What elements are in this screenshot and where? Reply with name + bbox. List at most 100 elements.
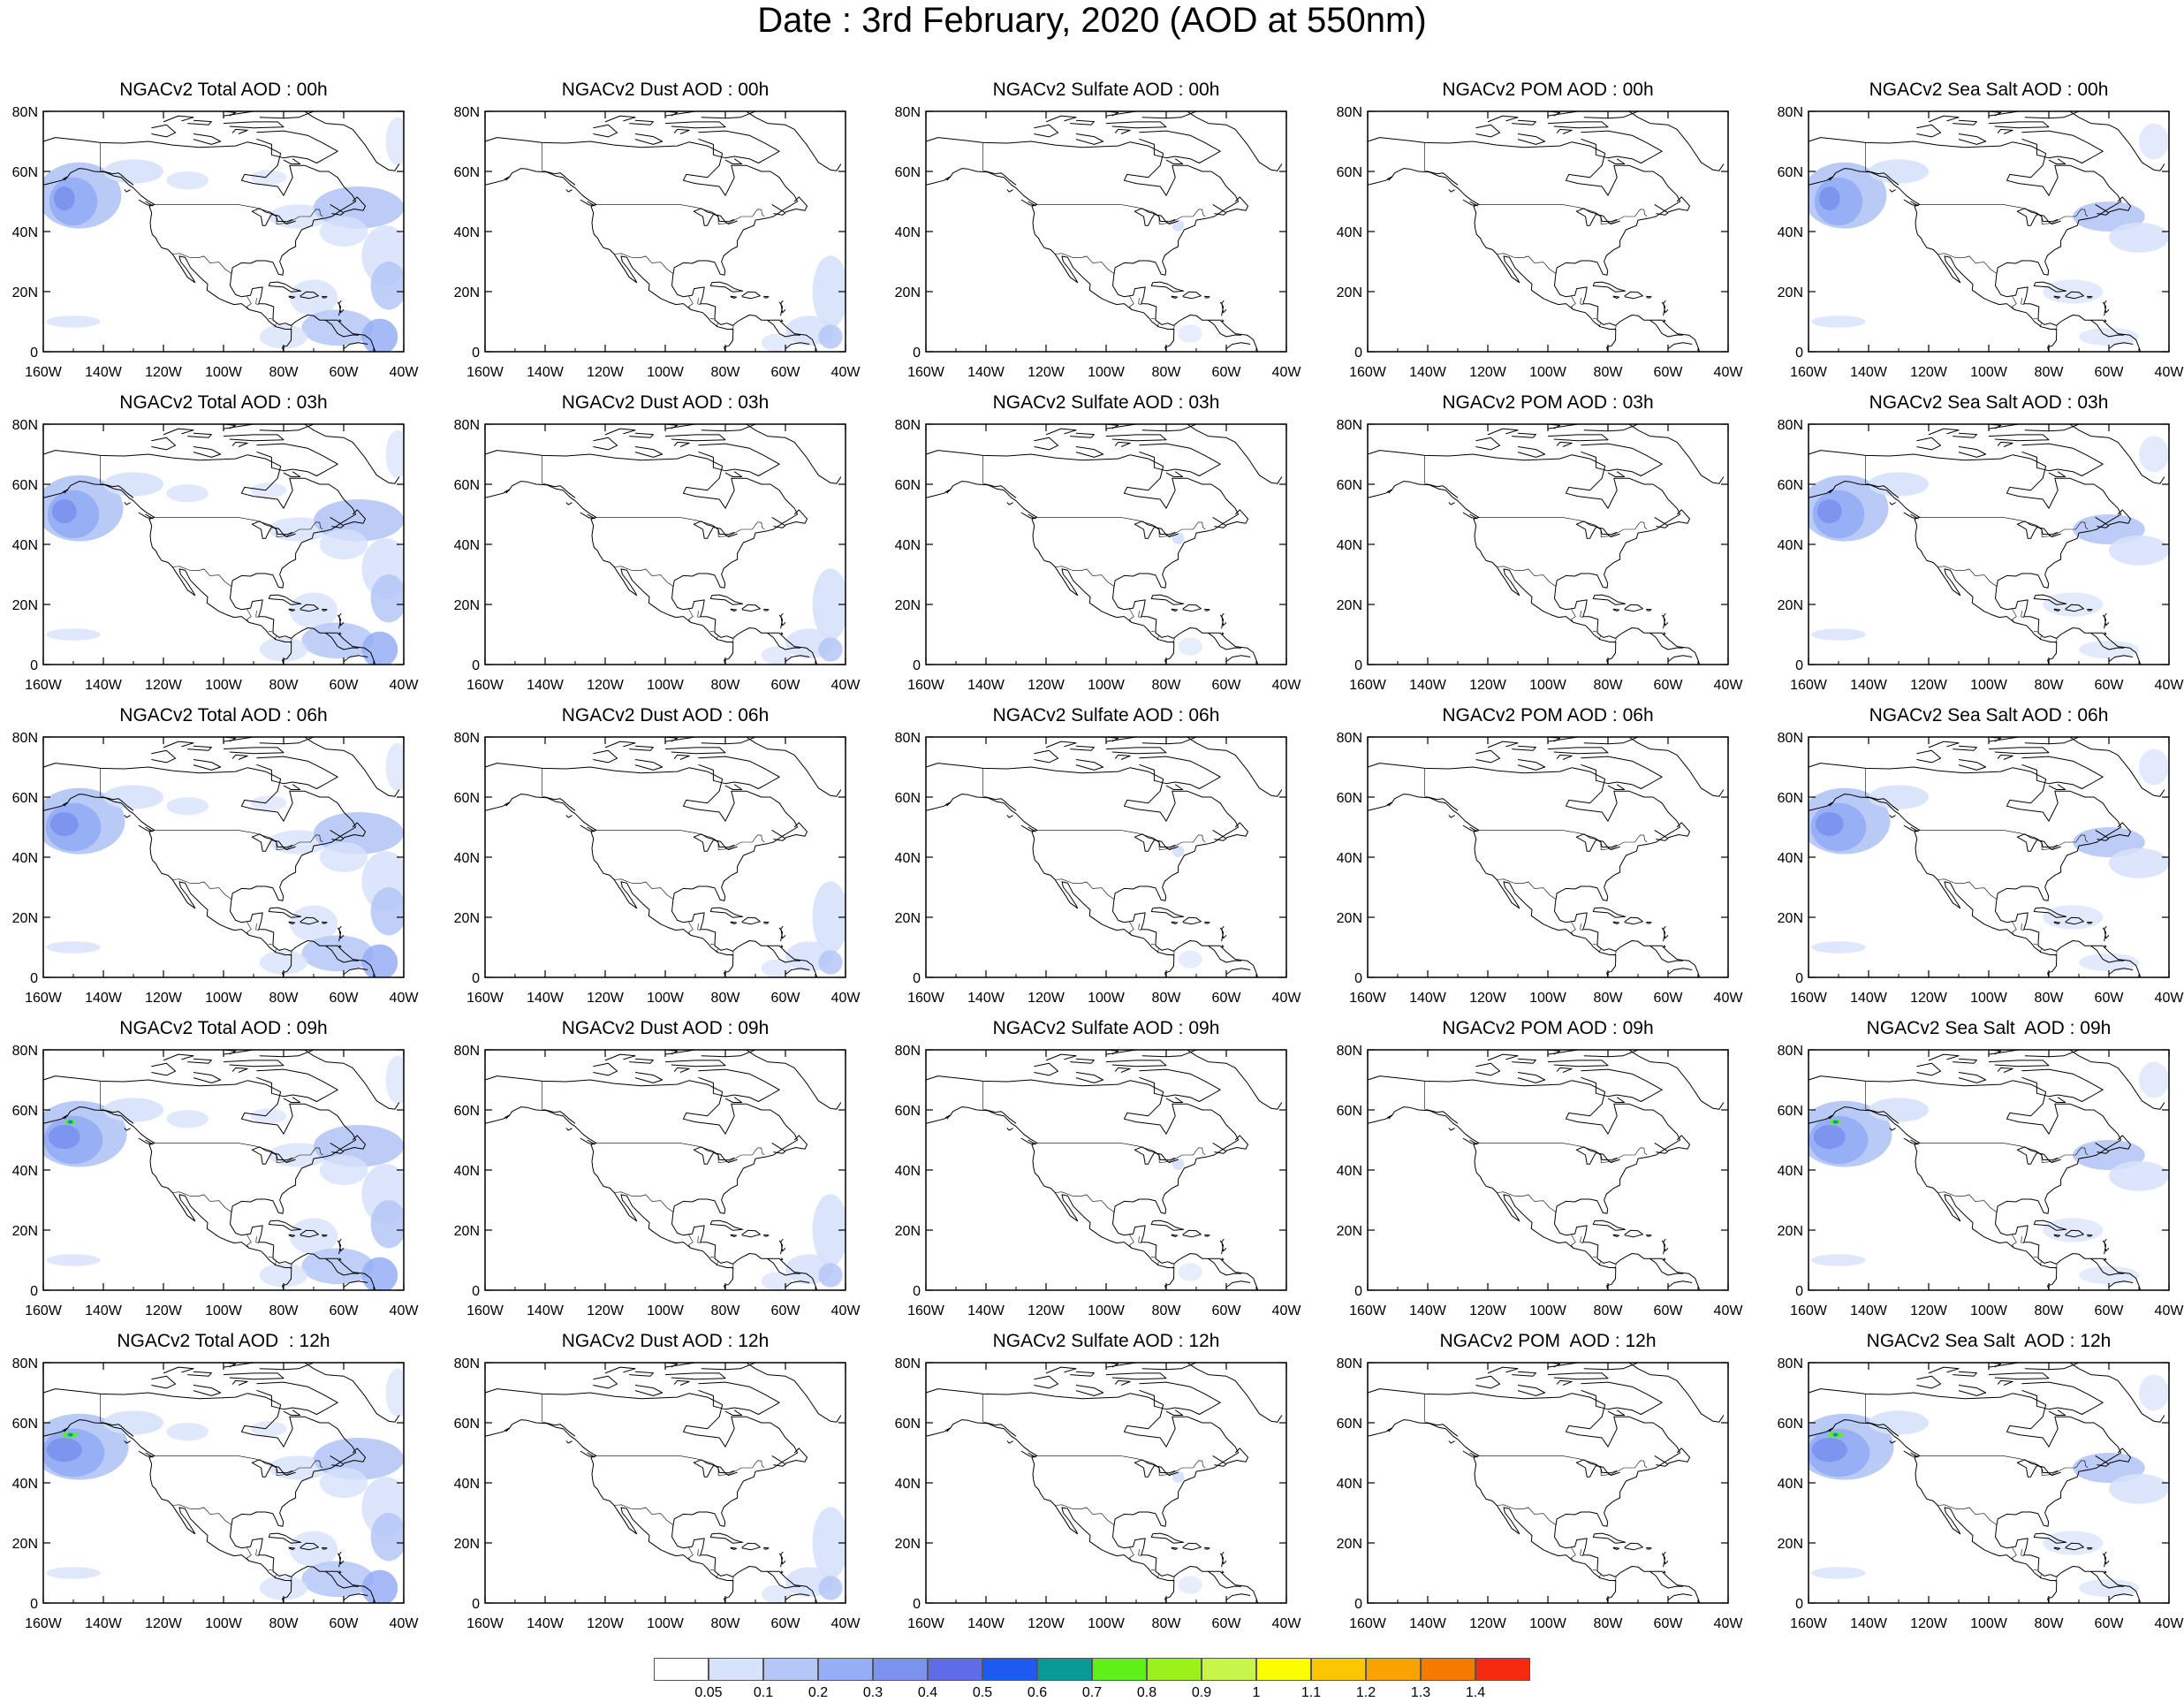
y-tick-label: 60N bbox=[454, 165, 480, 180]
coastline bbox=[343, 655, 368, 663]
aod-plume bbox=[2109, 1160, 2169, 1191]
coastline bbox=[1997, 754, 2013, 760]
x-tick-label: 80W bbox=[1594, 1303, 1624, 1318]
political-border bbox=[1580, 923, 1584, 931]
map-plot: 160W 140W 120W 100W 80W 60W 40W 80N 60N 40N 20N 0 bbox=[1337, 418, 1744, 693]
political-border bbox=[2039, 1261, 2042, 1266]
coastline bbox=[2087, 1546, 2093, 1550]
map-plot: 160W 140W 120W 100W 80W 60W 40W 80N 60N 40N 20N 0 bbox=[1778, 105, 2184, 380]
political-border bbox=[1496, 566, 1557, 588]
coastline bbox=[1475, 749, 1501, 764]
coastline bbox=[288, 295, 296, 299]
political-border bbox=[1054, 1504, 1115, 1526]
coastline bbox=[1889, 502, 1896, 505]
y-tick-label: 60N bbox=[895, 1417, 921, 1432]
coastline bbox=[1182, 1229, 1202, 1238]
coastline bbox=[124, 815, 131, 818]
y-tick-label: 80N bbox=[1337, 1044, 1362, 1059]
x-tick-label: 120W bbox=[1469, 1616, 1507, 1631]
x-tick-label: 120W bbox=[1910, 365, 1948, 380]
x-tick-label: 160W bbox=[907, 678, 945, 693]
panel-title: NGACv2 Dust AOD : 06h bbox=[561, 705, 770, 726]
coastline bbox=[43, 1388, 376, 1603]
coastline bbox=[771, 1142, 786, 1154]
aod-plume bbox=[361, 318, 398, 352]
coastline bbox=[1208, 319, 1242, 338]
map-panel: NGACv2 Sea Salt AOD : 03h 160W 140W 120W 100… bbox=[1765, 392, 2184, 702]
map-plot: 160W 140W 120W 100W 80W 60W 40W 80N 60N 40N 20N 0 bbox=[454, 1356, 861, 1631]
coastline bbox=[698, 443, 780, 476]
coastline bbox=[604, 115, 636, 123]
coastline bbox=[1649, 632, 1684, 650]
political-border bbox=[613, 253, 674, 275]
x-tick-label: 160W bbox=[25, 678, 63, 693]
map-panel: NGACv2 Sulfate AOD : 09h 160W 140W 120W 100W… bbox=[883, 1018, 1324, 1327]
coastline bbox=[1556, 754, 1573, 760]
coastline bbox=[724, 1409, 743, 1416]
coastline bbox=[322, 608, 328, 612]
coastline bbox=[1171, 608, 1179, 612]
political-border bbox=[1598, 1574, 1601, 1579]
colorbar-swatch bbox=[1366, 1658, 1421, 1681]
colorbar: 0.05 0.1 0.2 0.3 0.4 0.5 0.6 0.7 0.8 0.9 1 1.1 1.2 1.… bbox=[654, 1658, 1530, 1702]
x-tick-label: 140W bbox=[85, 1616, 123, 1631]
x-tick-label: 40W bbox=[2155, 991, 2184, 1006]
coastline bbox=[1165, 1409, 1184, 1416]
x-tick-label: 140W bbox=[1850, 1616, 1888, 1631]
coastline bbox=[1225, 1447, 1248, 1464]
coastline bbox=[1070, 745, 1095, 751]
coastline bbox=[673, 441, 690, 447]
aod-plume bbox=[48, 1125, 80, 1150]
coastline bbox=[1045, 428, 1077, 436]
political-border bbox=[1156, 1261, 1159, 1266]
political-border bbox=[1937, 878, 1998, 900]
coastline bbox=[724, 1097, 743, 1103]
x-tick-label: 120W bbox=[1028, 1303, 1065, 1318]
coastline bbox=[2103, 319, 2107, 323]
political-border bbox=[100, 1081, 113, 1113]
coastline bbox=[1809, 1106, 2058, 1290]
coastline bbox=[1386, 489, 1392, 494]
y-tick-label: 20N bbox=[12, 285, 38, 300]
map-plot: 160W 140W 120W 100W 80W 60W 40W 80N 60N 40N 20N 0 bbox=[895, 1044, 1302, 1318]
aod-plume bbox=[370, 1513, 404, 1561]
aod-plume bbox=[1178, 1576, 1202, 1594]
political-border bbox=[2021, 611, 2025, 618]
map-panel: NGACv2 Sulfate AOD : 00h 160W 140W 120W 100W… bbox=[883, 80, 1324, 389]
y-tick-label: 20N bbox=[1778, 1537, 1803, 1552]
political-border bbox=[982, 1081, 996, 1113]
coastline bbox=[2033, 594, 2067, 605]
coastline bbox=[485, 1419, 734, 1603]
political-border bbox=[2039, 635, 2042, 641]
coastline bbox=[1607, 471, 1626, 477]
coastline bbox=[1204, 608, 1210, 612]
coastline bbox=[763, 921, 770, 924]
panel-title: NGACv2 POM AOD : 06h bbox=[1442, 705, 1654, 726]
coastline bbox=[1075, 759, 1104, 771]
political-border bbox=[1424, 1081, 1437, 1113]
coastline bbox=[1475, 437, 1501, 451]
coastline bbox=[1624, 604, 1643, 612]
y-tick-label: 60N bbox=[454, 1417, 480, 1432]
coastline bbox=[1220, 1570, 1225, 1574]
coastline bbox=[2069, 1050, 2165, 1110]
coastline bbox=[780, 1238, 786, 1252]
coastline bbox=[485, 1075, 818, 1290]
y-tick-label: 20N bbox=[1778, 911, 1803, 926]
x-tick-label: 120W bbox=[1469, 365, 1507, 380]
political-border bbox=[2012, 1546, 2017, 1561]
coastline bbox=[43, 168, 292, 352]
coastline bbox=[1139, 443, 1221, 476]
coastline bbox=[1592, 1532, 1627, 1544]
coastline bbox=[62, 176, 68, 181]
y-tick-label: 0 bbox=[1354, 658, 1362, 673]
political-border bbox=[1172, 638, 1175, 643]
political-border bbox=[1614, 1264, 1617, 1269]
map-background bbox=[485, 424, 846, 665]
coastline bbox=[1607, 784, 1626, 790]
x-tick-label: 140W bbox=[85, 678, 123, 693]
y-tick-label: 60N bbox=[454, 1104, 480, 1119]
coastline bbox=[2065, 916, 2084, 925]
coastline bbox=[634, 446, 664, 458]
x-tick-label: 100W bbox=[1970, 678, 2008, 693]
